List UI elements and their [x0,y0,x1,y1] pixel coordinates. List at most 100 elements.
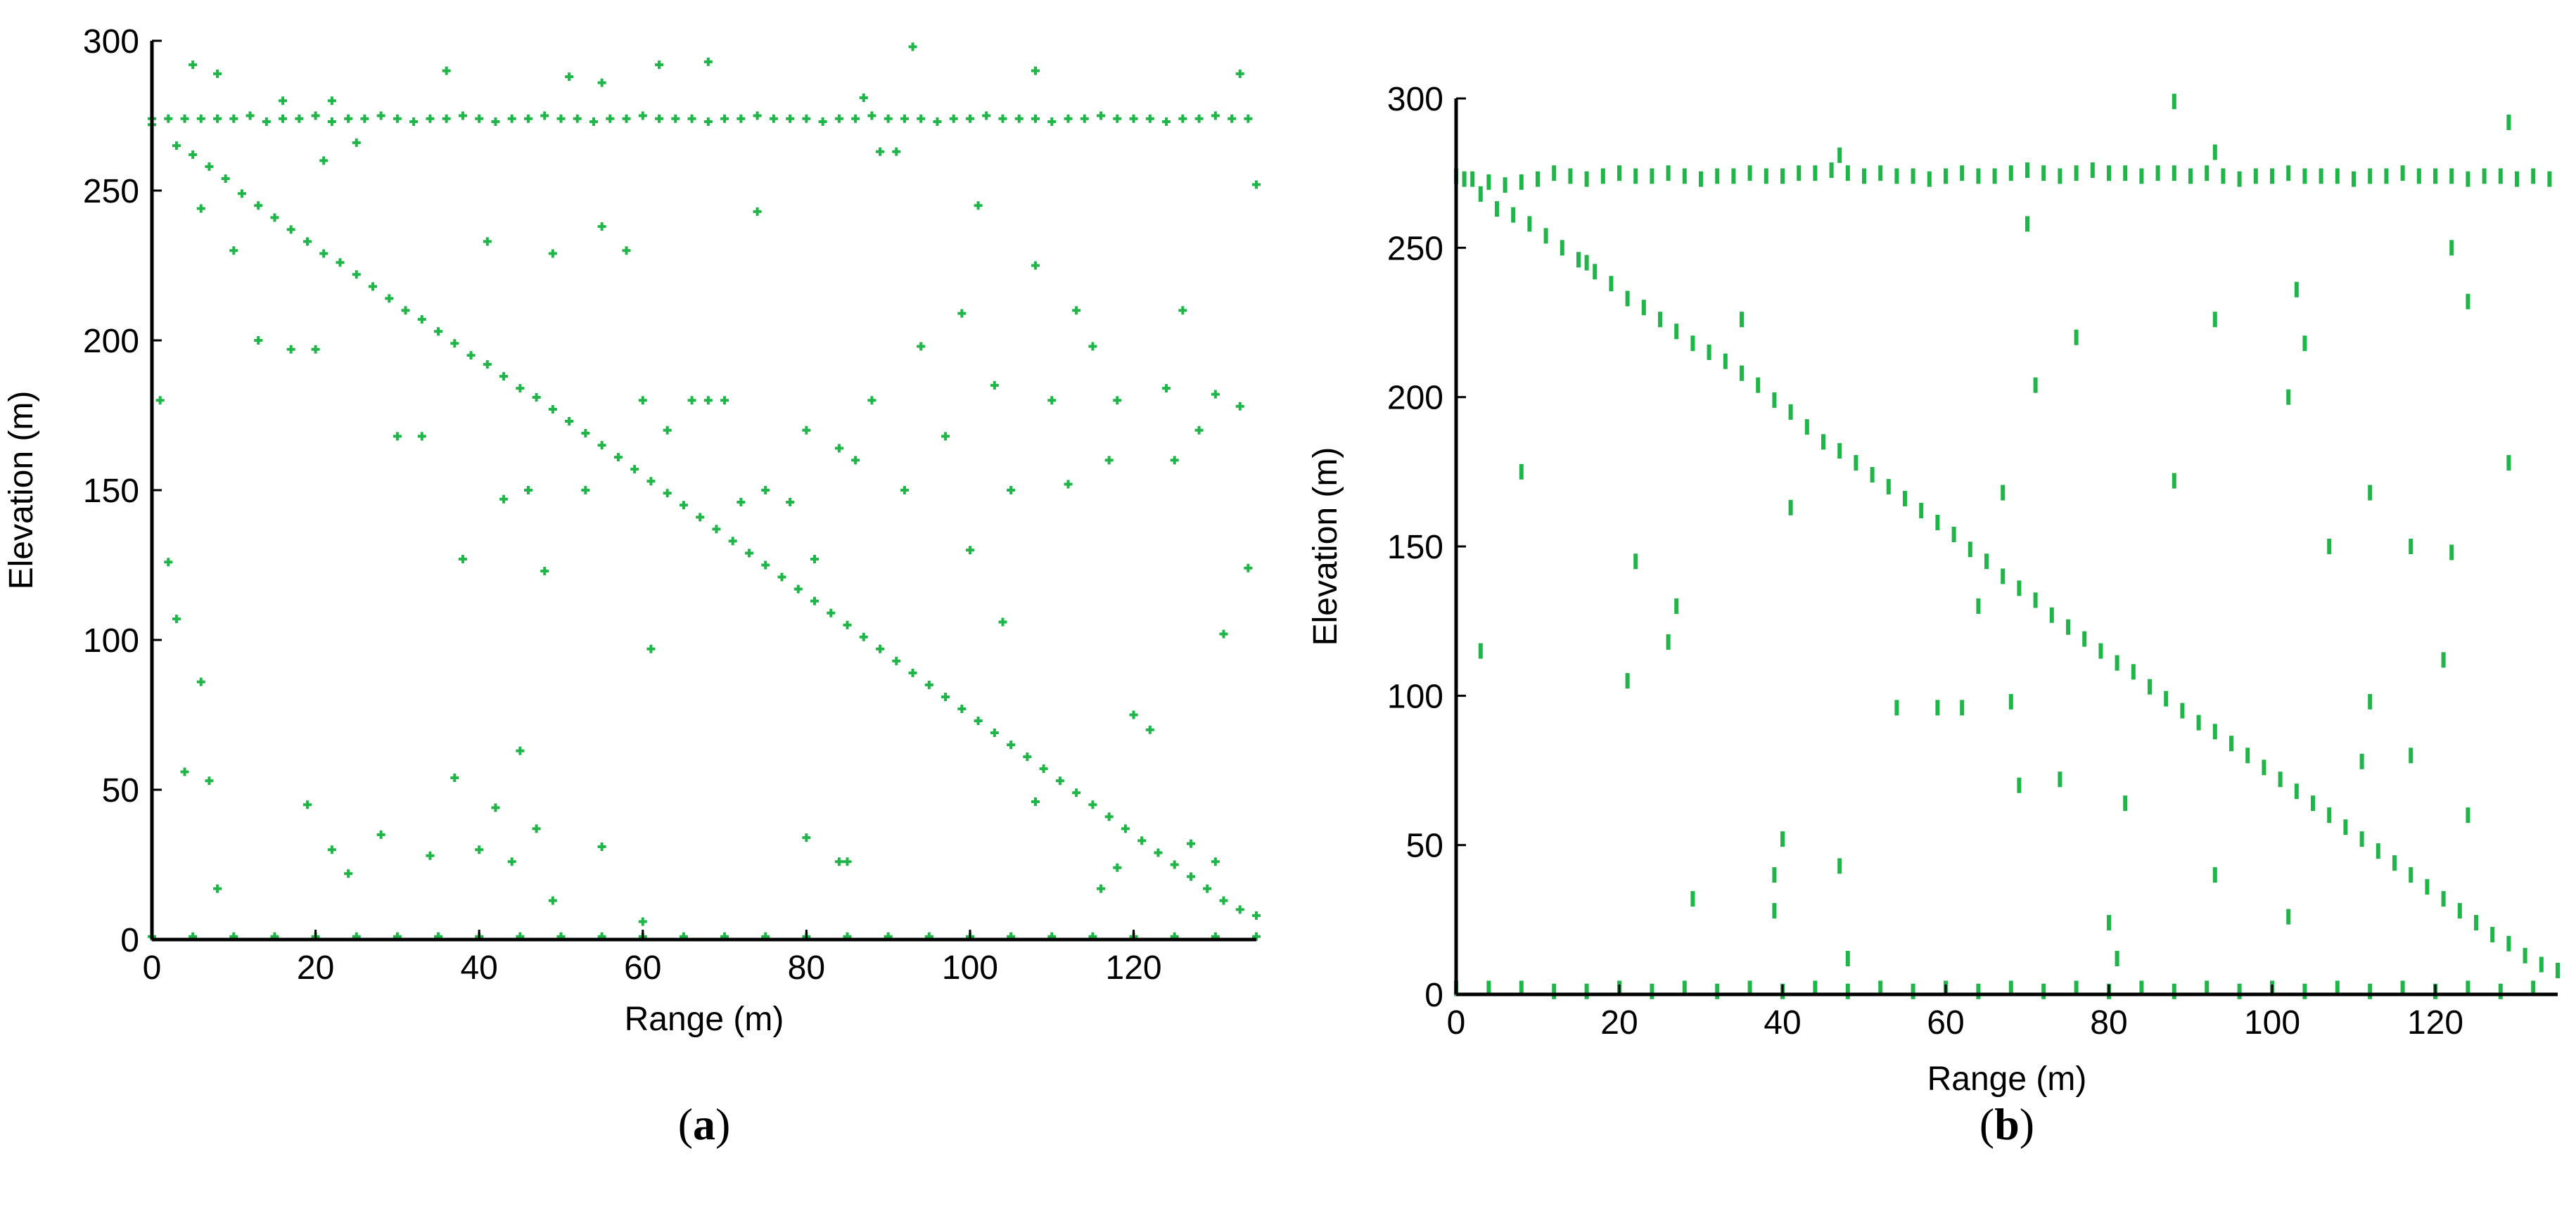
panel-a-point [1039,764,1048,774]
panel-b-point [1527,216,1532,232]
panel-b-point [1845,165,1850,181]
panel-a-point [867,396,876,405]
panel-b-point [2466,293,2470,309]
panel-b-point [2205,165,2210,181]
panel-a-point [753,111,762,120]
panel-a-x-tick-label: 80 [788,949,825,987]
panel-a-point [1203,884,1212,893]
panel-a-point [933,117,942,127]
panel-a-point [1113,863,1122,872]
panel-b-point [2425,879,2430,895]
panel-a-point [1186,839,1195,848]
panel-a-point [573,114,582,123]
panel-a-point [1186,872,1195,881]
panel-a-point [1007,486,1016,494]
panel-b-point [1674,323,1679,340]
panel-b-point [1903,491,1907,507]
panel-a-point [499,372,509,381]
panel-b-point [2262,760,2266,776]
panel-b-point [1478,643,1483,659]
panel-b-point [1772,392,1777,408]
panel-b-point [1650,983,1654,999]
panel-b-point [1576,252,1581,268]
panel-a-point [998,617,1007,627]
panel-b-point [2376,843,2380,859]
panel-a-x-tick-label: 40 [460,949,497,987]
panel-b-point [1813,165,1818,181]
panel-a-point [565,72,574,82]
panel-b-point [1878,165,1883,181]
panel-a-point [720,114,729,123]
panel-b-point [2066,619,2070,635]
panel-a-point [1252,180,1261,189]
panel-b-point [2270,168,2274,184]
panel-b-point [2531,168,2536,184]
panel-b-point [1927,171,1932,187]
panel-b-point [1935,515,1940,531]
panel-b-point [1788,404,1793,420]
panel-b-point [1764,168,1768,184]
panel-a-point [205,776,214,786]
panel-a-point [1178,306,1187,315]
panel-a-point [1211,857,1220,866]
panel-a-point [1162,117,1171,127]
panel-b-point [2212,312,2217,328]
panel-b-point [1682,980,1687,997]
panel-b-point [2335,980,2340,997]
panel-a-point [1113,396,1122,405]
panel-a-point [1104,456,1114,465]
panel-a-point [728,537,737,546]
panel-a-point [213,69,222,78]
panel-a-point [859,632,868,641]
panel-b-point [1715,983,1720,999]
panel-b-y-tick-label: 250 [1387,230,1443,267]
panel-a-point [376,111,385,120]
panel-b-point [1976,168,1981,184]
panel-b-point [2212,724,2217,740]
panel-b-point [1495,201,1499,217]
panel-b-point [2409,539,2414,554]
panel-a-point [1211,390,1220,399]
panel-a-point [172,615,181,624]
panel-a-point [597,842,606,851]
panel-b-point [2286,389,2291,405]
panel-a-point [507,857,516,866]
panel-b-point [1935,700,1940,716]
panel-b-point [2359,831,2364,847]
panel-b-point [2409,867,2414,883]
panel-b-point [1584,983,1589,999]
panel-a-point [917,342,926,351]
panel-b-point [1968,542,1972,558]
panel-a-point [1129,710,1138,719]
panel-b-x-tick-label: 40 [1764,1004,1801,1042]
panel-a-point [703,396,713,405]
panel-a-point [606,114,615,123]
panel-a-point [998,114,1007,123]
panel-b-point [2172,165,2176,181]
panel-a-point [442,114,451,123]
panel-a-point [196,114,205,123]
panel-b-point [1690,335,1695,352]
panel-a-point [1162,384,1171,393]
panel-a-point [802,833,811,842]
panel-a-point [369,282,377,291]
panel-a-point [1031,114,1040,123]
panel-a-point [279,96,288,105]
panel-b-point [2498,168,2503,184]
panel-a-point [213,884,222,893]
panel-b-point [1470,171,1475,187]
panel-b-point [1829,162,1834,178]
panel-b-point [1911,983,1915,999]
panel-b-point [2196,715,2201,731]
panel-a-point [417,432,426,441]
panel-b-point [2302,335,2307,352]
panel-b-point [2229,736,2233,752]
panel-a-point [246,111,255,120]
panel-a-point [646,477,656,486]
panel-a-point [638,396,647,405]
panel-b-point [2017,580,2022,596]
panel-a-point [475,114,484,123]
panel-a-point [189,60,198,70]
panel-a-point [523,486,533,494]
panel-a-point [450,339,459,348]
